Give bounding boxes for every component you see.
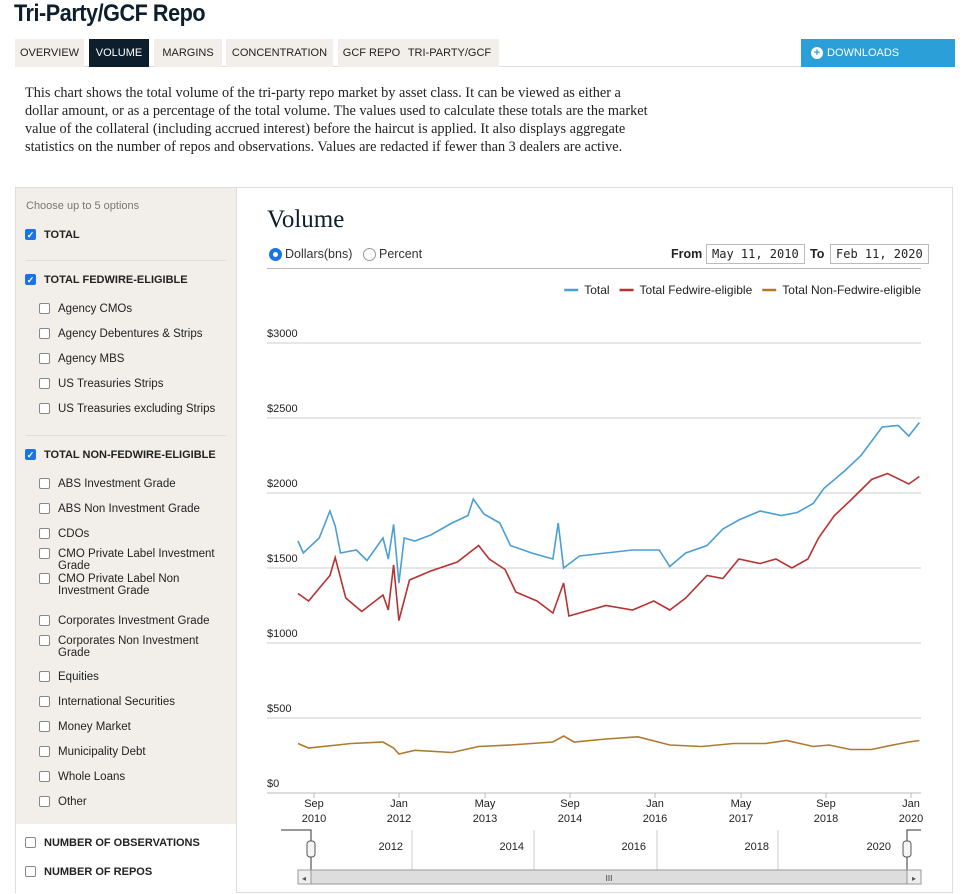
series-sidebar: Choose up to 5 options ✓ TOTAL ✓ TOTAL FEDW…: [15, 187, 237, 894]
checkbox-icon[interactable]: ✓: [25, 229, 36, 240]
checkbox-icon[interactable]: [39, 353, 50, 364]
option-label: CMO Private Label Investment Grade: [58, 548, 215, 572]
option-label: Agency CMOs: [58, 303, 133, 315]
option-label: Agency Debentures & Strips: [58, 328, 203, 340]
option-label: ABS Non Investment Grade: [58, 503, 200, 515]
option-label: US Treasuries Strips: [58, 378, 164, 390]
tab-gcf-repo[interactable]: GCF REPO: [338, 39, 405, 67]
option-label: Whole Loans: [58, 771, 126, 783]
checkbox-icon[interactable]: [39, 573, 50, 584]
checkbox-icon[interactable]: [39, 635, 50, 646]
from-label: From: [671, 247, 703, 261]
checkbox-icon[interactable]: [25, 866, 36, 877]
checkbox-icon[interactable]: [39, 503, 50, 514]
chart-title: Volume: [267, 206, 345, 233]
radio-selected-icon: [269, 247, 282, 261]
sidebar-option[interactable]: US Treasuries excluding Strips: [39, 403, 231, 415]
sidebar-option[interactable]: Equities: [39, 671, 231, 683]
sidebar-option[interactable]: Municipality Debt: [39, 746, 231, 758]
to-label: To: [810, 247, 825, 261]
checkbox-icon[interactable]: [39, 478, 50, 489]
option-label: Corporates Non Investment Grade: [58, 635, 199, 659]
checkbox-icon[interactable]: ✓: [25, 449, 36, 460]
checkbox-icon[interactable]: [39, 528, 50, 539]
option-label: Municipality Debt: [58, 746, 146, 758]
sidebar-option[interactable]: CMO Private Label Investment Grade: [39, 548, 231, 572]
option-label: NUMBER OF REPOS: [44, 866, 153, 878]
checkbox-icon[interactable]: [39, 548, 50, 559]
checkbox-icon[interactable]: [39, 403, 50, 414]
option-label: ABS Investment Grade: [58, 478, 176, 490]
sidebar-option[interactable]: Corporates Investment Grade: [39, 615, 231, 627]
checkbox-icon[interactable]: [39, 671, 50, 682]
option-label: Other: [58, 796, 87, 808]
tab-volume[interactable]: VOLUME: [89, 39, 149, 67]
dollars-label: Dollars(bns): [285, 247, 353, 261]
to-date-input[interactable]: Feb 11, 2020: [830, 244, 929, 264]
checkbox-icon[interactable]: ✓: [25, 274, 36, 285]
description: This chart shows the total volume of the…: [25, 85, 648, 155]
sidebar-option[interactable]: Whole Loans: [39, 771, 231, 783]
plus-circle-icon: +: [811, 47, 823, 59]
option-label: CDOs: [58, 528, 90, 540]
sidebar-option[interactable]: Agency Debentures & Strips: [39, 328, 231, 340]
option-label: CMO Private Label Non Investment Grade: [58, 573, 180, 597]
tab-overview[interactable]: OVERVIEW: [15, 39, 84, 67]
checkbox-icon[interactable]: [39, 746, 50, 757]
from-date-input[interactable]: May 11, 2010: [706, 244, 805, 264]
sidebar-option[interactable]: Other: [39, 796, 231, 808]
downloads-button[interactable]: + DOWNLOADS: [801, 39, 955, 67]
option-label: US Treasuries excluding Strips: [58, 403, 216, 415]
checkbox-icon[interactable]: [39, 303, 50, 314]
option-label: International Securities: [58, 696, 175, 708]
sidebar-option[interactable]: Money Market: [39, 721, 231, 733]
percent-radio[interactable]: Percent: [363, 247, 422, 261]
downloads-label: DOWNLOADS: [827, 47, 900, 59]
sidebar-option[interactable]: Corporates Non Investment Grade: [39, 635, 231, 659]
option-label: Agency MBS: [58, 353, 125, 365]
checkbox-icon[interactable]: [39, 771, 50, 782]
sidebar-option[interactable]: NUMBER OF REPOS: [25, 866, 230, 878]
chart-panel: [237, 187, 953, 893]
sidebar-option[interactable]: ABS Non Investment Grade: [39, 503, 231, 515]
sidebar-option[interactable]: ABS Investment Grade: [39, 478, 231, 490]
option-label: TOTAL FEDWIRE-ELIGIBLE: [44, 274, 188, 286]
option-label: Money Market: [58, 721, 131, 733]
tab-margins[interactable]: MARGINS: [154, 39, 222, 67]
dollars-radio[interactable]: Dollars(bns): [269, 247, 352, 261]
checkbox-icon[interactable]: [25, 837, 36, 848]
sidebar-option[interactable]: International Securities: [39, 696, 231, 708]
option-label: TOTAL NON-FEDWIRE-ELIGIBLE: [44, 449, 216, 461]
sidebar-option[interactable]: Agency CMOs: [39, 303, 231, 315]
percent-label: Percent: [379, 247, 423, 261]
checkbox-icon[interactable]: [39, 328, 50, 339]
sidebar-option[interactable]: Agency MBS: [39, 353, 231, 365]
option-label: TOTAL: [44, 229, 80, 241]
sidebar-option[interactable]: ✓ TOTAL FEDWIRE-ELIGIBLE: [25, 274, 230, 286]
radio-empty-icon: [363, 247, 376, 261]
tab-tri-party-gcf[interactable]: TRI-PARTY/GCF: [400, 39, 499, 67]
tab-concentration[interactable]: CONCENTRATION: [226, 39, 333, 67]
sidebar-option[interactable]: CDOs: [39, 528, 231, 540]
sidebar-option[interactable]: NUMBER OF OBSERVATIONS: [25, 837, 230, 849]
option-label: Equities: [58, 671, 99, 683]
sidebar-option[interactable]: ✓ TOTAL NON-FEDWIRE-ELIGIBLE: [25, 449, 230, 461]
sidebar-hint: Choose up to 5 options: [26, 200, 140, 212]
tab-bar: OVERVIEW VOLUME MARGINS CONCENTRATION GC…: [15, 39, 955, 67]
sidebar-option[interactable]: US Treasuries Strips: [39, 378, 231, 390]
checkbox-icon[interactable]: [39, 615, 50, 626]
option-label: Corporates Investment Grade: [58, 615, 210, 627]
page-title: Tri-Party/GCF Repo: [14, 0, 206, 27]
option-label: NUMBER OF OBSERVATIONS: [44, 837, 200, 849]
sidebar-option[interactable]: CMO Private Label Non Investment Grade: [39, 573, 231, 597]
sidebar-option[interactable]: ✓ TOTAL: [25, 229, 230, 241]
checkbox-icon[interactable]: [39, 378, 50, 389]
checkbox-icon[interactable]: [39, 721, 50, 732]
checkbox-icon[interactable]: [39, 796, 50, 807]
checkbox-icon[interactable]: [39, 696, 50, 707]
